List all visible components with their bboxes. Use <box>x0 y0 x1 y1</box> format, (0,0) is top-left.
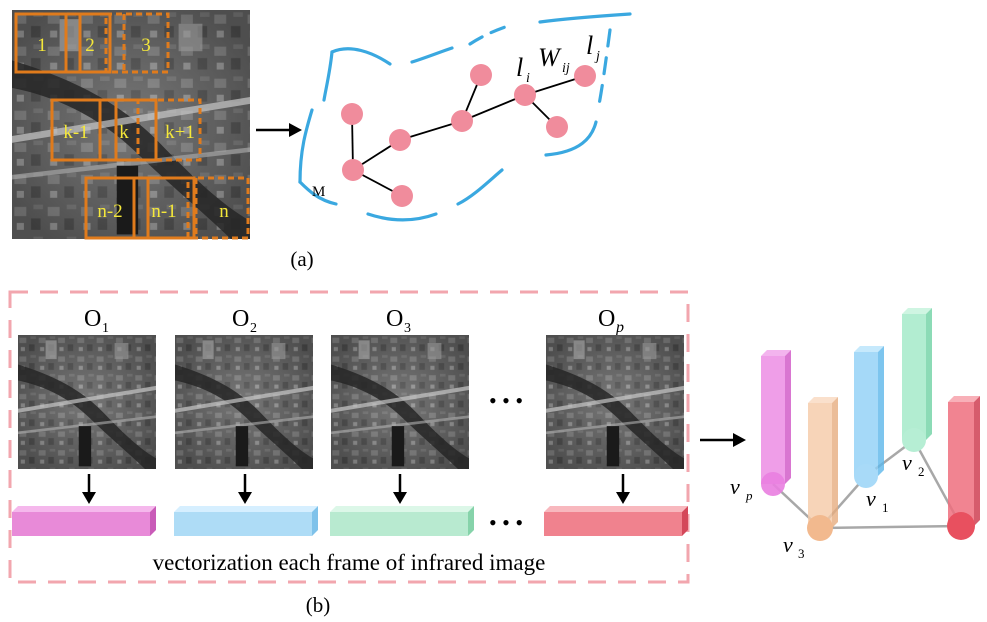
frame-subscript: p <box>615 319 624 336</box>
patch-label: n-1 <box>151 201 176 222</box>
frame-image <box>546 335 684 469</box>
vectorization-description: vectorization each frame of infrared ima… <box>153 550 546 575</box>
vertex-pillars <box>761 308 980 541</box>
node-j-subscript: j <box>594 49 600 64</box>
pillar-vp <box>761 350 791 496</box>
node-j-label: l <box>586 31 593 60</box>
caption-b: (b) <box>306 593 331 617</box>
vertex-subscript: 3 <box>798 546 805 561</box>
graph-node <box>514 84 536 106</box>
patch-image <box>12 10 250 239</box>
node-i-label: l <box>516 53 523 82</box>
patch-label: n-2 <box>97 201 122 222</box>
frame-subscript: 2 <box>250 321 257 336</box>
vectorization-box <box>8 290 690 584</box>
pillar-v2 <box>902 308 932 452</box>
vertex-label: v <box>783 532 793 557</box>
pillar-vn <box>947 396 980 540</box>
down-arrow-icons <box>82 474 630 504</box>
graph-labels: M l i W ij l j <box>312 31 600 200</box>
vectors-ellipsis: • • • <box>489 510 523 535</box>
weight-subscript: ij <box>562 61 570 76</box>
patch-label: 3 <box>141 35 151 56</box>
patch-label: 1 <box>37 35 47 56</box>
vertex-subscript: 1 <box>882 500 889 515</box>
frame-image <box>175 335 313 469</box>
frame-subscript: 1 <box>102 321 109 336</box>
graph-node <box>546 116 568 138</box>
vertex-subscript: p <box>745 488 753 503</box>
node-i-subscript: i <box>526 71 530 86</box>
vector-bar <box>174 506 318 536</box>
weight-label: W <box>538 43 562 72</box>
arrow-right-icon <box>700 433 746 447</box>
graph-node <box>574 65 596 87</box>
vertex-label: v <box>902 450 912 475</box>
graph-node <box>391 185 413 207</box>
patch-label: 2 <box>85 35 95 56</box>
vertex-label: v <box>866 486 876 511</box>
patch-labels: 1 2 3 k-1 k k+1 n-2 n-1 n <box>37 35 229 222</box>
vertex-subscript: 2 <box>918 464 925 479</box>
graph-node <box>389 129 411 151</box>
manifold-label: M <box>312 184 325 200</box>
frame-label: O <box>84 306 101 332</box>
graph-node <box>451 110 473 132</box>
vertex-label: v <box>730 474 740 499</box>
vertex-labels: v p v 3 v 1 v 2 <box>730 450 925 561</box>
graph-node <box>470 64 492 86</box>
pillar-v1 <box>854 346 884 488</box>
frame-labels: O 1 O 2 O 3 O p <box>84 306 624 336</box>
graph-nodes <box>341 64 596 207</box>
frame-image <box>331 335 469 469</box>
graph-node <box>341 103 363 125</box>
frame-thumbnails <box>18 335 684 469</box>
frame-image <box>18 335 156 469</box>
manifold-outline <box>298 12 632 222</box>
frame-subscript: 3 <box>404 321 411 336</box>
caption-a: (a) <box>290 247 313 271</box>
patch-label: k+1 <box>165 122 195 143</box>
frames-ellipsis: • • • <box>489 388 523 413</box>
frame-label: O <box>386 306 403 332</box>
patch-label: k <box>119 122 129 143</box>
frame-label: O <box>232 306 249 332</box>
arrow-right-icon <box>256 123 302 137</box>
vector-bar <box>544 506 688 536</box>
patch-label: k-1 <box>63 122 88 143</box>
vector-bar <box>330 506 474 536</box>
feature-vectors <box>12 506 688 536</box>
frame-label: O <box>598 306 615 332</box>
pillar-v3 <box>807 397 838 541</box>
vector-bar <box>12 506 156 536</box>
patch-label: n <box>219 201 229 222</box>
patch-grid <box>14 12 250 240</box>
graph-node <box>342 159 364 181</box>
